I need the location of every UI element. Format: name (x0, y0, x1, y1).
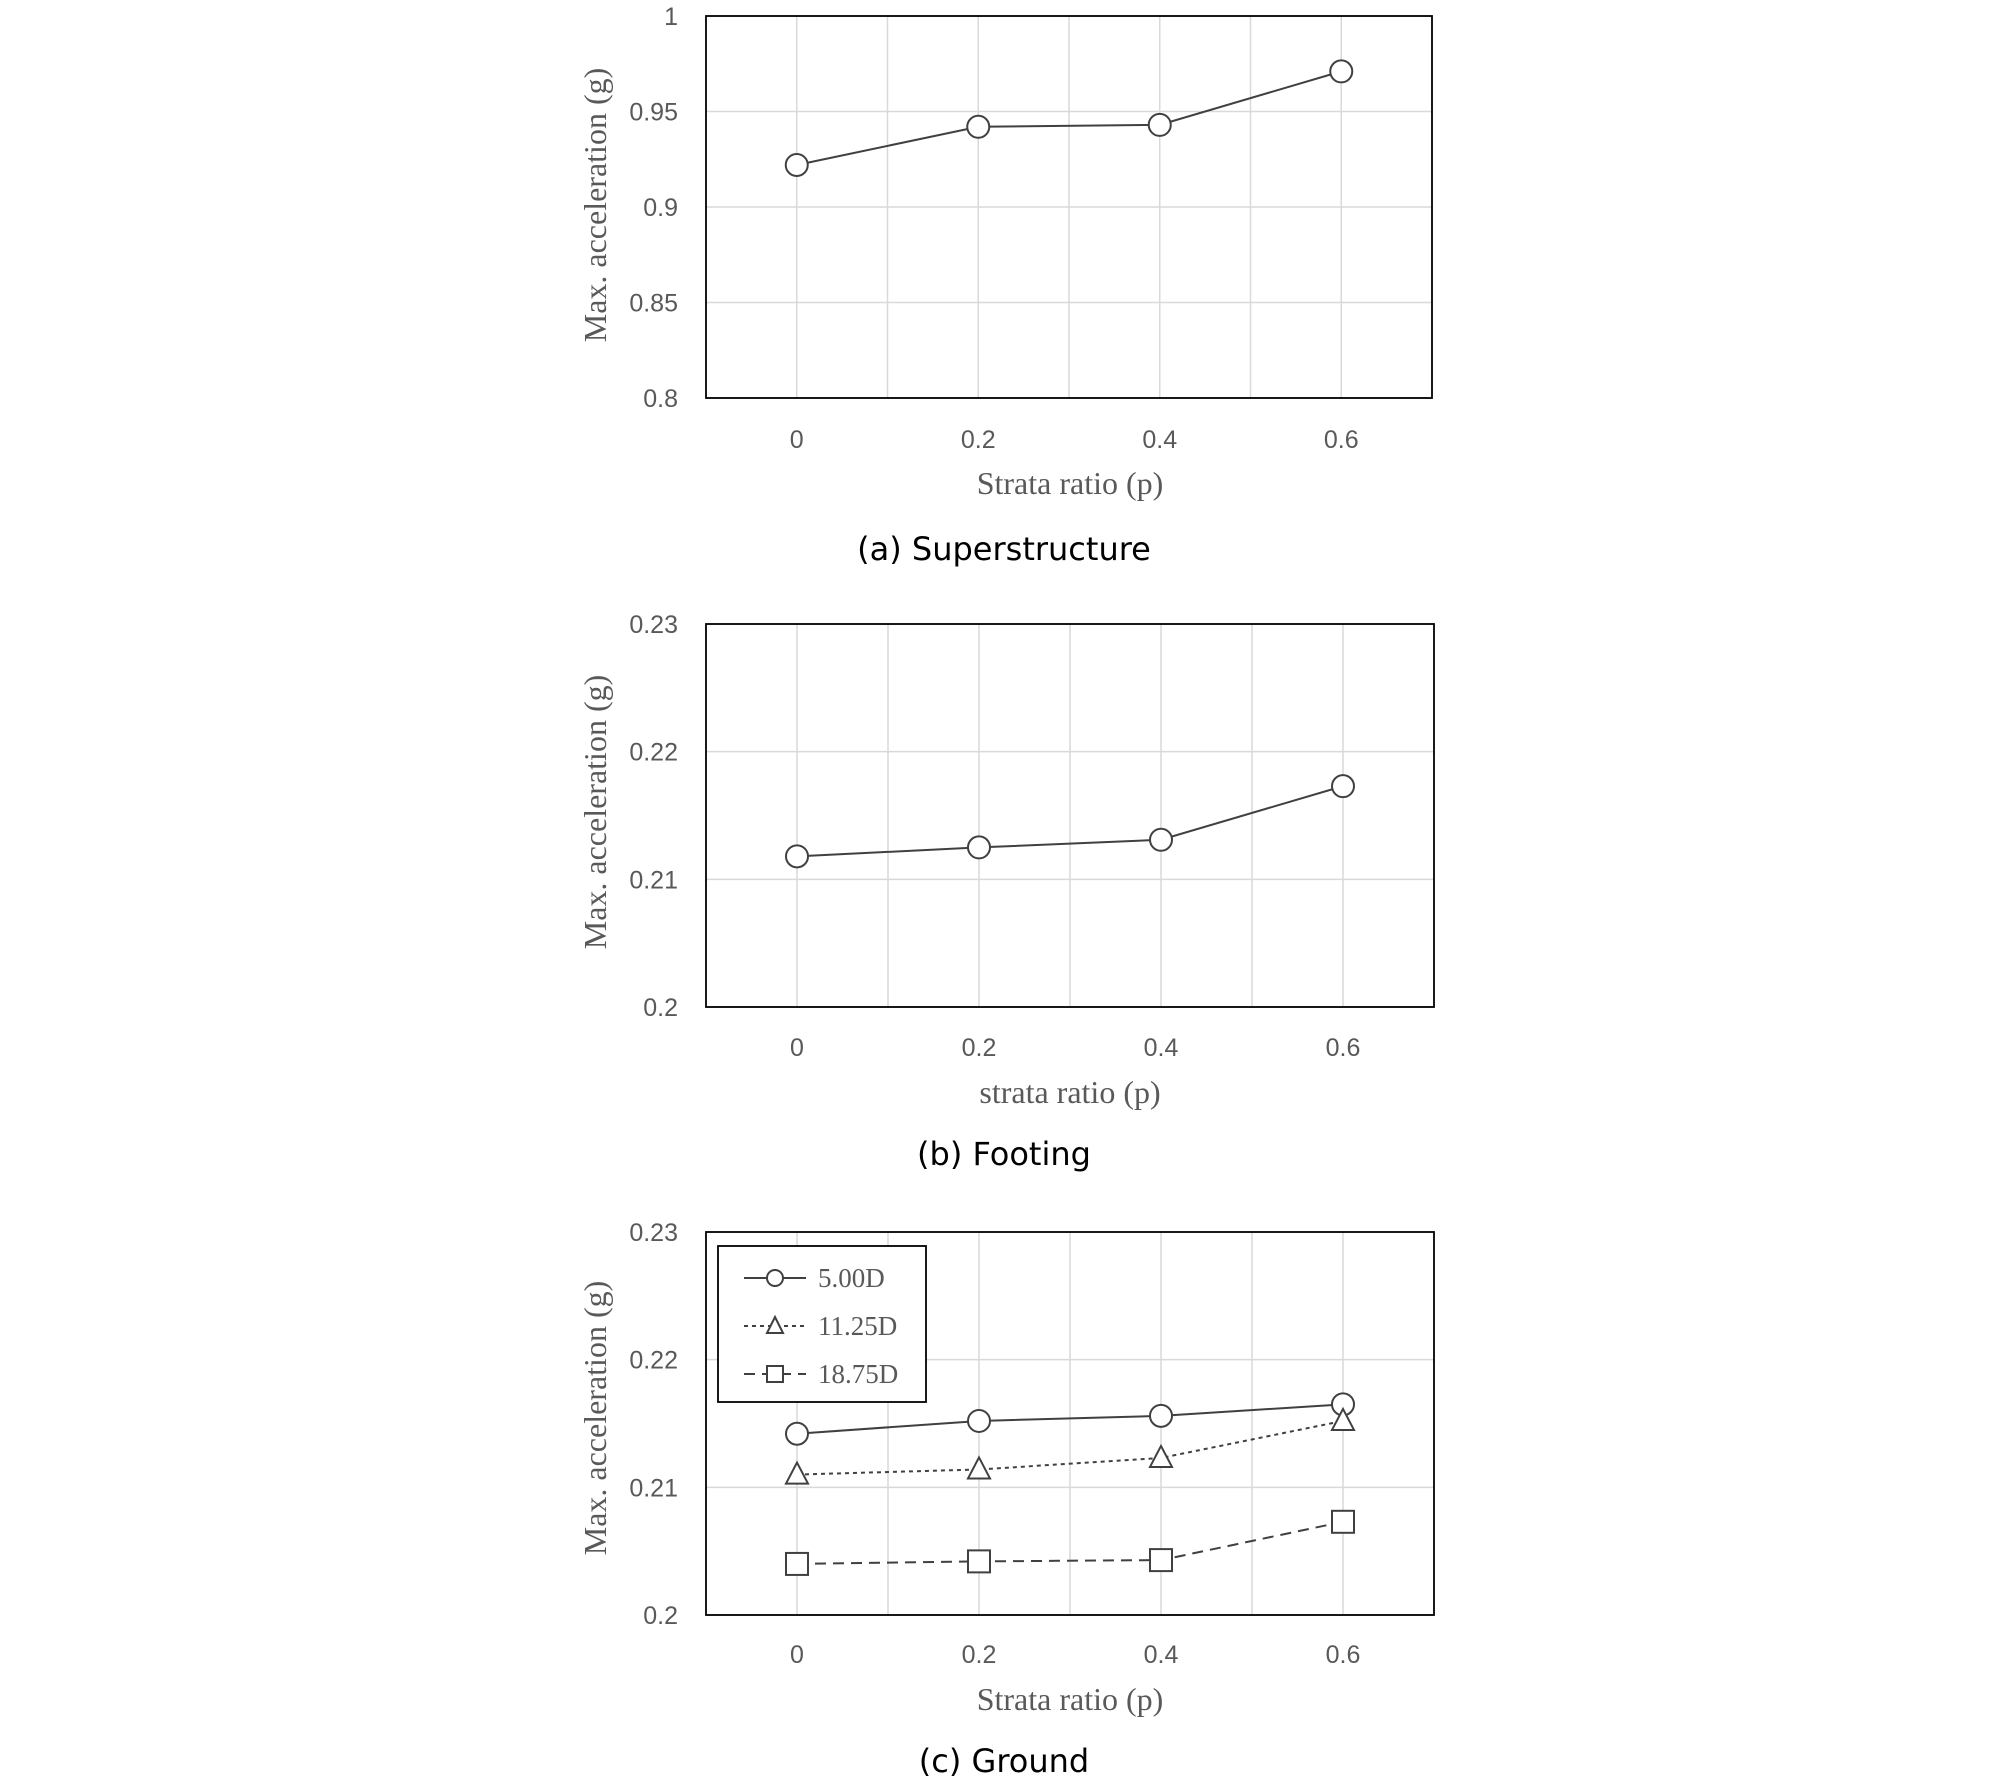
legend-label: 5.00D (818, 1263, 885, 1293)
x-tick-label: 0.6 (1326, 1641, 1361, 1669)
x-axis-title: Strata ratio (p) (977, 1681, 1164, 1717)
data-point (785, 1421, 809, 1446)
y-tick-label: 0.21 (629, 866, 678, 894)
legend: 5.00D 11.25D 18.75D (717, 1245, 927, 1403)
data-point (784, 152, 809, 177)
y-tick-label: 0.95 (629, 99, 678, 127)
chart-caption: (a) Superstructure (857, 530, 1151, 568)
x-tick-label: 0.6 (1324, 426, 1359, 454)
gridlines (706, 623, 1434, 1008)
data-point (1331, 774, 1355, 799)
y-tick-label: 0.22 (629, 1347, 678, 1375)
series-line (796, 1403, 1344, 1435)
data-point (966, 1455, 992, 1480)
y-tick-label: 0.21 (629, 1474, 678, 1502)
y-tick-label: 0.85 (629, 290, 678, 318)
y-axis-title: Max. acceleration (g) (577, 68, 613, 343)
x-tick-label: 0.4 (1144, 1641, 1179, 1669)
y-tick-label: 0.9 (643, 194, 678, 222)
legend-marker (765, 1314, 785, 1334)
x-tick-label: 0.2 (962, 1034, 997, 1062)
data-point (785, 1551, 809, 1576)
x-tick-label: 0.2 (961, 426, 996, 454)
x-tick-label: 0.4 (1144, 1034, 1179, 1062)
chart-panel-ground: Max. acceleration (g) Strata ratio (p) (… (577, 1219, 1435, 1780)
x-axis-title: strata ratio (p) (979, 1074, 1160, 1110)
y-tick-label: 0.23 (629, 1219, 678, 1247)
y-axis-title: Max. acceleration (g) (577, 1281, 613, 1556)
plot-frame (705, 623, 1435, 1008)
data-point (1147, 112, 1172, 137)
y-tick-label: 0.22 (629, 739, 678, 767)
series-0 (784, 59, 1354, 177)
data-point (1331, 1509, 1355, 1534)
data-point (967, 1549, 991, 1574)
x-tick-label: 0.2 (962, 1641, 997, 1669)
data-point (785, 844, 809, 869)
x-tick-label: 0 (790, 1034, 804, 1062)
series-line (796, 785, 1344, 858)
series-line (796, 1520, 1344, 1565)
chart-caption: (c) Ground (919, 1742, 1089, 1780)
data-point (967, 1408, 991, 1433)
data-point (1149, 1548, 1173, 1573)
y-tick-label: 0.23 (629, 611, 678, 639)
data-point (967, 835, 991, 860)
data-point (1149, 827, 1173, 852)
data-point (1149, 1403, 1173, 1428)
chart-panel-footing: Max. acceleration (g) strata ratio (p) (… (577, 611, 1435, 1173)
y-tick-label: 0.2 (643, 1602, 678, 1630)
y-tick-label: 1 (664, 3, 678, 31)
legend-label: 18.75D (818, 1359, 898, 1389)
series-line (796, 1419, 1344, 1476)
data-point (1148, 1443, 1174, 1468)
y-tick-label: 0.2 (643, 994, 678, 1022)
chart-panel-superstructure: Max. acceleration (g) Strata ratio (p) (… (577, 3, 1433, 568)
y-tick-label: 0.8 (643, 385, 678, 413)
x-tick-label: 0.6 (1326, 1034, 1361, 1062)
series-11-25D (784, 1406, 1356, 1485)
legend-label: 11.25D (818, 1311, 897, 1341)
plot-frame (705, 15, 1433, 399)
series-18-75D (785, 1509, 1355, 1576)
data-point (784, 1460, 810, 1485)
y-axis-title: Max. acceleration (g) (577, 675, 613, 950)
data-point (1330, 1406, 1356, 1431)
series-line (796, 70, 1342, 166)
x-tick-label: 0.4 (1142, 426, 1177, 454)
plot-frame (705, 1231, 1435, 1616)
series-5-00D (785, 1392, 1355, 1446)
legend-marker (766, 1269, 784, 1287)
data-point (1329, 59, 1354, 84)
x-tick-label: 0 (790, 1641, 804, 1669)
legend-marker (766, 1365, 784, 1383)
gridlines (706, 15, 1432, 399)
chart-caption: (b) Footing (917, 1135, 1091, 1173)
series-0 (785, 774, 1355, 869)
x-tick-label: 0 (790, 426, 804, 454)
x-axis-title: Strata ratio (p) (977, 465, 1164, 501)
data-point (966, 114, 991, 139)
legend-box (717, 1245, 927, 1403)
